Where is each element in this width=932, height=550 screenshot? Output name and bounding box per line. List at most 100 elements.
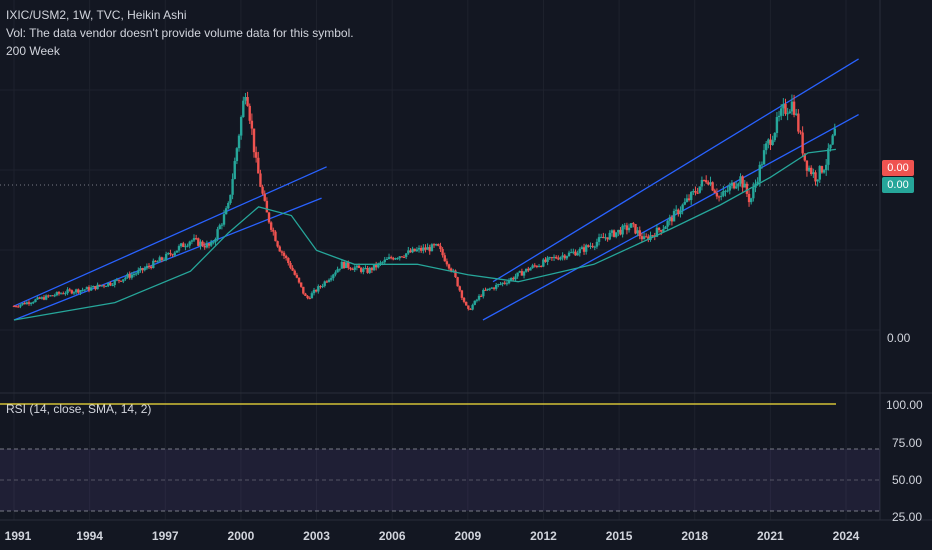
- candle-body: [321, 285, 324, 287]
- candle-body: [201, 241, 204, 246]
- candle-body: [818, 166, 821, 180]
- candle-body: [825, 164, 828, 171]
- candle-body: [124, 277, 127, 280]
- candle-body: [700, 179, 704, 187]
- candle-body: [252, 128, 256, 153]
- candle-body: [807, 167, 811, 171]
- x-tick-label: 2009: [454, 529, 482, 543]
- candle-body: [533, 265, 536, 267]
- rsi-level-75: 75.00: [892, 436, 923, 450]
- candle-body: [164, 253, 168, 260]
- candle-body: [606, 237, 609, 240]
- candle-body: [773, 132, 776, 141]
- candle-body: [359, 268, 363, 272]
- candle-body: [822, 170, 826, 173]
- candle-body: [702, 179, 706, 181]
- candle-body: [55, 292, 59, 296]
- candle-body: [280, 251, 284, 253]
- rsi-legend[interactable]: RSI (14, close, SMA, 14, 2): [6, 402, 152, 416]
- candle-body: [329, 278, 333, 280]
- candle-body: [149, 266, 153, 269]
- candle-body: [265, 200, 269, 213]
- candle-body: [546, 257, 549, 262]
- candle-body: [379, 262, 382, 264]
- candle-body: [614, 232, 618, 237]
- candle-body: [599, 236, 603, 238]
- candle-body: [160, 257, 164, 260]
- candle-body: [199, 241, 202, 246]
- candle-body: [494, 284, 498, 289]
- candle-body: [475, 299, 479, 301]
- candle-body: [565, 256, 569, 259]
- candle-body: [709, 182, 712, 185]
- candle-body: [392, 258, 395, 260]
- candle-body: [640, 236, 644, 240]
- price-tag-green: 0.00: [882, 177, 914, 193]
- candle-body: [780, 108, 783, 116]
- candle-body: [814, 172, 817, 182]
- candle-body: [182, 243, 185, 248]
- candle-body: [389, 257, 393, 259]
- candle-body: [304, 293, 307, 297]
- candle-body: [441, 249, 444, 256]
- candle-body: [272, 229, 275, 232]
- candle-body: [119, 280, 123, 282]
- candle-body: [544, 259, 547, 262]
- candle-body: [32, 302, 35, 304]
- candle-body: [767, 139, 770, 144]
- candle-body: [284, 255, 288, 259]
- candle-body: [741, 176, 744, 188]
- candle-body: [627, 227, 631, 231]
- candle-body: [636, 230, 639, 234]
- candle-body: [479, 295, 483, 297]
- candle-body: [520, 271, 524, 276]
- candle-body: [629, 223, 633, 228]
- candle-body: [49, 295, 52, 297]
- rsi-band: [0, 449, 880, 511]
- candle-body: [250, 120, 254, 129]
- candle-body: [248, 105, 251, 121]
- candle-body: [216, 229, 219, 240]
- candle-body: [784, 103, 787, 114]
- candle-body: [782, 103, 785, 109]
- symbol-legend[interactable]: IXIC/USM2, 1W, TVC, Heikin Ashi: [6, 8, 187, 22]
- candle-body: [357, 265, 361, 269]
- candle-body: [415, 249, 419, 252]
- candle-body: [398, 256, 401, 259]
- candle-body: [490, 287, 494, 289]
- candle-body: [325, 281, 329, 283]
- candle-body: [497, 284, 500, 286]
- candle-body: [177, 246, 181, 251]
- candle-body: [152, 260, 155, 269]
- candle-body: [683, 201, 686, 205]
- candle-body: [567, 252, 571, 257]
- candle-body: [194, 238, 198, 240]
- ma-legend[interactable]: 200 Week: [6, 44, 60, 58]
- candle-body: [349, 267, 352, 270]
- x-tick-label: 2015: [605, 529, 633, 543]
- candle-body: [130, 274, 134, 278]
- candle-body: [29, 302, 33, 304]
- candle-body: [471, 304, 474, 310]
- candle-body: [747, 193, 751, 203]
- candle-body: [557, 258, 560, 260]
- candle-body: [792, 101, 796, 115]
- trend-channel-line: [13, 197, 322, 321]
- candle-body: [574, 251, 577, 256]
- candle-body: [145, 265, 149, 269]
- candle-body: [40, 297, 44, 299]
- candle-body: [452, 270, 455, 272]
- candle-body: [113, 280, 116, 285]
- candle-body: [799, 131, 802, 133]
- candle-body: [147, 265, 151, 267]
- candle-body: [617, 229, 620, 233]
- candle-body: [437, 243, 440, 246]
- candle-body: [94, 285, 97, 290]
- candle-body: [77, 289, 80, 293]
- candle-body: [132, 274, 136, 276]
- candle-body: [664, 226, 667, 230]
- candle-body: [117, 279, 121, 281]
- candle-body: [188, 241, 191, 246]
- candle-body: [338, 268, 341, 270]
